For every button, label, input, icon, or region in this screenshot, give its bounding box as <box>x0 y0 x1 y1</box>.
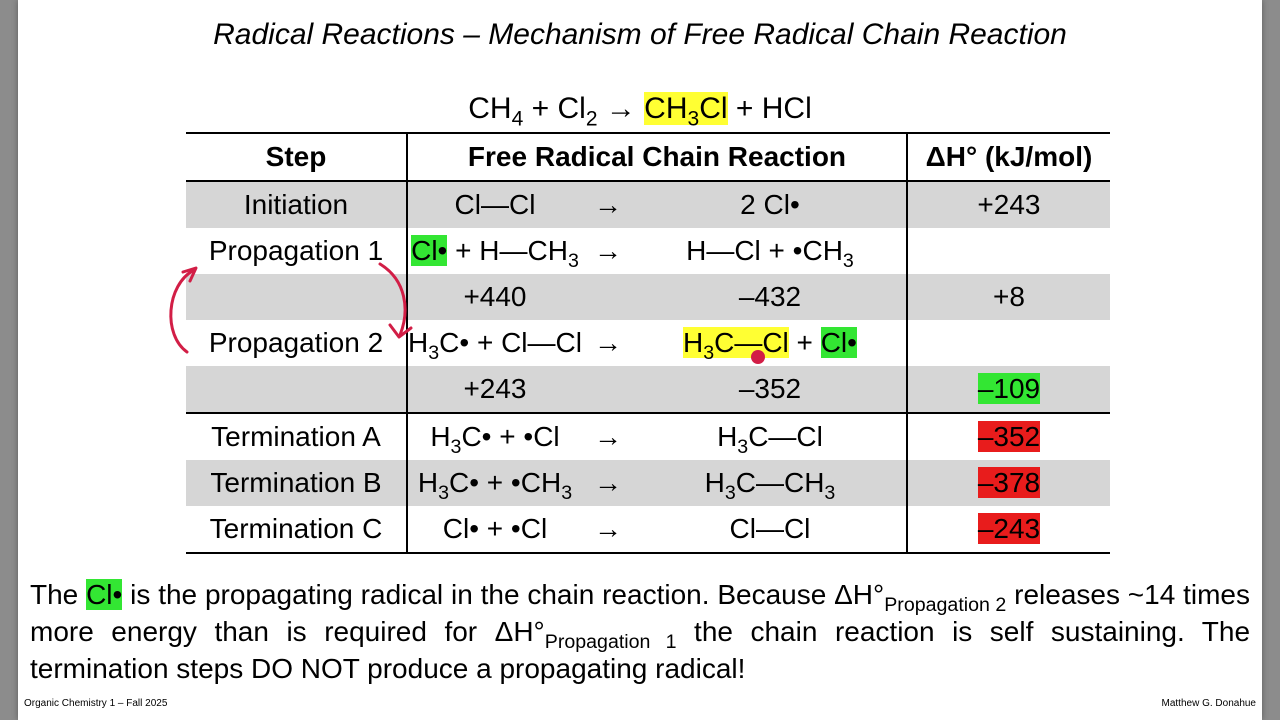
row-dh: +243 <box>905 181 1110 228</box>
footer-course: Organic Chemistry 1 – Fall 2025 <box>24 698 168 709</box>
row-step: Termination A <box>186 412 408 460</box>
row-dh: –109 <box>905 366 1110 413</box>
table-row: Termination C Cl• + •Cl → Cl—Cl –243 <box>186 506 1110 554</box>
dh-highlight: –378 <box>977 467 1041 498</box>
para-radical-highlight: Cl• <box>86 579 123 610</box>
annotation-arrows <box>169 262 765 364</box>
eq-reactant-cl2: Cl2 <box>557 92 598 131</box>
row-arrow <box>581 366 634 413</box>
row-arrow: → <box>593 235 622 266</box>
row-dh <box>905 320 1110 366</box>
product-highlight: H3C—Cl <box>682 327 789 364</box>
row-right: H3C—Cl <box>633 412 907 460</box>
dh-highlight: –243 <box>977 513 1041 544</box>
eq-product-hcl: HCl <box>761 92 812 125</box>
row-step: Termination B <box>186 460 408 506</box>
arrowhead-left <box>181 266 198 283</box>
table-row: +440 –432 +8 <box>186 274 1110 320</box>
para-text-1: The <box>30 579 79 610</box>
dh-highlight: –109 <box>977 373 1041 404</box>
summary-paragraph: The Cl• is the propagating radical in th… <box>30 576 1250 687</box>
slide-title: Radical Reactions – Mechanism of Free Ra… <box>213 18 1067 51</box>
curved-arrow-left <box>169 268 196 354</box>
row-left: +440 <box>407 274 582 320</box>
table-row: Termination B H3C• + •CH3 → H3C—CH3 –378 <box>186 460 1110 506</box>
para-text-2: is the propagating radical in the chain … <box>130 579 885 610</box>
row-step: Initiation <box>186 181 408 228</box>
row-left: Cl• + H—CH3 <box>411 235 579 272</box>
eq-reactant-ch4: CH4 <box>468 92 524 131</box>
arrowhead-right <box>388 323 413 339</box>
pointer-dot <box>751 350 765 364</box>
table-header-row: Step Free Radical Chain Reaction ΔH° (kJ… <box>186 132 1110 182</box>
row-step: Propagation 2 <box>186 320 408 366</box>
row-right: H3C—CH3 <box>633 460 907 506</box>
row-right: –432 <box>633 274 907 320</box>
dh-highlight: –352 <box>977 421 1041 452</box>
table-row: +243 –352 –109 <box>186 366 1110 413</box>
row-arrow: → <box>581 412 634 460</box>
row-left: +243 <box>407 366 582 413</box>
row-right: 2 Cl• <box>633 181 907 228</box>
para-text-3: releases ~14 times more energy than is r… <box>30 579 1250 647</box>
row-right: Cl—Cl <box>633 506 907 554</box>
header-dh: ΔH° (kJ/mol) <box>905 132 1110 182</box>
row-dh: –243 <box>905 506 1110 554</box>
para-text-4: the chain reaction is self sustaining. T… <box>30 616 1251 684</box>
row-arrow: → <box>581 460 634 506</box>
header-reaction: Free Radical Chain Reaction <box>407 132 907 182</box>
row-dh: –378 <box>905 460 1110 506</box>
propagating-radical: Cl• <box>820 327 857 358</box>
row-right: H3C—Cl + Cl• <box>682 327 857 364</box>
slide: Radical Reactions – Mechanism of Free Ra… <box>18 0 1262 720</box>
row-step: Termination C <box>186 506 408 554</box>
curved-arrow-right <box>378 262 407 337</box>
para-sub-2: Propagation 1 <box>544 630 677 653</box>
row-left: H3C• + •Cl <box>407 412 582 460</box>
overall-equation: CH4 + Cl2 → CH3Cl + HCl <box>468 92 812 131</box>
table-row: Termination A H3C• + •Cl → H3C—Cl –352 <box>186 412 1110 460</box>
row-left: Cl• + •Cl <box>407 506 582 554</box>
row-step <box>186 274 408 320</box>
row-dh <box>905 228 1110 274</box>
propagating-radical: Cl• <box>411 235 448 266</box>
row-arrow: → <box>593 327 622 358</box>
table-row: Propagation 2 H3C• + Cl—Cl → H3C—Cl + Cl… <box>186 320 1110 366</box>
footer-author: Matthew G. Donahue <box>1161 698 1257 709</box>
row-left: H3C• + Cl—Cl <box>408 327 582 364</box>
row-step <box>186 366 408 413</box>
row-arrow: → <box>581 506 634 554</box>
row-left: H3C• + •CH3 <box>407 460 582 506</box>
row-left: Cl—Cl <box>407 181 582 228</box>
table-row: Initiation Cl—Cl → 2 Cl• +243 <box>186 181 1110 228</box>
table-row: Propagation 1 Cl• + H—CH3 → H—Cl + •CH3 <box>186 228 1110 274</box>
eq-product-ch3cl: CH3Cl <box>644 92 728 131</box>
para-sub-1: Propagation 2 <box>884 593 1007 616</box>
row-dh: –352 <box>905 412 1110 460</box>
row-right: H—Cl + •CH3 <box>686 235 854 272</box>
row-right: –352 <box>633 366 907 413</box>
row-step: Propagation 1 <box>186 228 408 274</box>
reaction-table: Step Free Radical Chain Reaction ΔH° (kJ… <box>186 132 1110 554</box>
row-arrow: → <box>581 181 634 228</box>
row-dh: +8 <box>905 274 1110 320</box>
row-arrow <box>581 274 634 320</box>
header-step: Step <box>186 132 408 182</box>
